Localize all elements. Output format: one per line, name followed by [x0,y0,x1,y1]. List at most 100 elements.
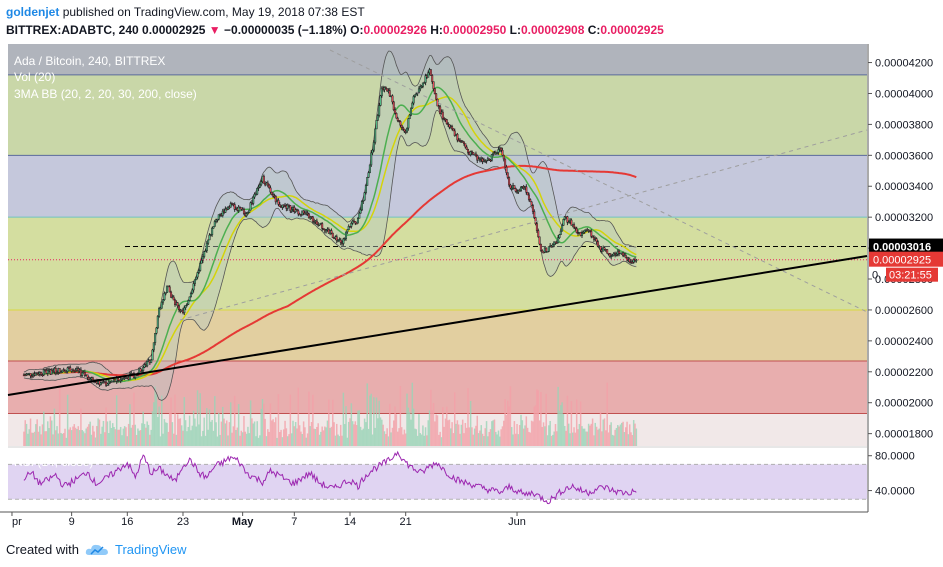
volume-bar [202,430,204,446]
candle [412,96,415,104]
volume-bar [39,426,41,446]
y-tick-label: 0.00003800 [875,119,933,131]
volume-bar [207,429,209,446]
candle [195,276,198,281]
x-tick-label: pr [12,516,22,528]
candle [407,118,410,129]
volume-bar [361,430,363,446]
volume-bar [411,382,414,446]
candle [547,246,550,252]
volume-bar [257,437,260,446]
candle [501,150,504,156]
candle [122,378,125,380]
volume-bar [100,433,102,446]
candle [205,242,208,251]
candle [476,155,479,161]
candle [375,120,378,130]
bollinger-fill [23,51,637,401]
volume-bar [98,419,101,446]
level-price-text: 0.00003016 [873,242,931,254]
candle [172,296,175,301]
volume-bar [54,430,57,446]
candle [266,182,269,186]
volume-bar [158,406,160,446]
legend-symbol: Ada / Bitcoin, 240, BITTREX [14,54,165,68]
volume-bar [252,423,254,446]
x-tick-label: May [232,516,254,528]
volume-bar [528,431,530,446]
volume-bar [422,425,424,446]
author-name[interactable]: goldenjet [6,5,60,19]
volume-bar [540,391,542,446]
candle [358,212,361,219]
trend-line[interactable] [7,255,868,396]
candle [370,152,373,166]
volume-bar [122,428,125,446]
candle [290,209,293,212]
candle [505,166,508,173]
volume-bar [80,408,82,446]
volume-bar [337,434,339,446]
candle [54,368,57,374]
volume-bar [456,420,459,446]
candle [606,249,609,254]
volume-bar [632,420,635,446]
volume-bar [487,436,489,446]
candle [537,230,540,238]
low-label: L: [509,23,521,37]
candle [453,130,456,136]
candle [635,259,638,262]
tradingview-link[interactable]: TradingView [114,542,187,557]
candle [570,219,573,226]
candle [354,221,357,224]
candle [546,251,549,253]
volume-bar [190,430,192,446]
candle [539,243,542,251]
candle [384,87,387,89]
volume-bar [400,427,403,446]
candle [342,238,345,244]
volume-bar [64,428,66,446]
candle [257,187,260,189]
candle [470,151,473,153]
candle [580,232,583,236]
volume-bar [334,435,337,446]
candle [164,292,167,294]
volume-bar [378,400,380,446]
candle [86,374,89,378]
volume-bar [125,427,127,446]
candle [520,186,523,192]
volume-bar [62,433,65,446]
candle [588,229,591,232]
candle [396,117,399,121]
candle [469,151,472,156]
volume-bar [598,428,600,446]
candle [534,217,537,224]
volume-bar [199,393,201,446]
candle [156,315,159,329]
candle [139,368,142,372]
volume-bar [619,424,622,446]
volume-bar [393,420,395,446]
candle [174,299,177,305]
candle [631,261,634,264]
volume-bar [215,422,217,446]
candle [58,368,61,373]
candle [307,213,310,219]
candle [233,204,236,210]
volume-bar [431,410,433,446]
candle [472,152,475,155]
volume-bar [310,422,313,446]
volume-bar [525,416,528,446]
volume-bar [328,399,330,446]
volume-bar [309,426,311,446]
candle [213,221,216,227]
candle [533,211,536,218]
candle [459,140,462,142]
volume-bar [318,434,321,446]
volume-bar [321,426,323,446]
volume-bar [316,426,318,446]
volume-bar [347,421,350,446]
volume-bar [326,420,329,446]
